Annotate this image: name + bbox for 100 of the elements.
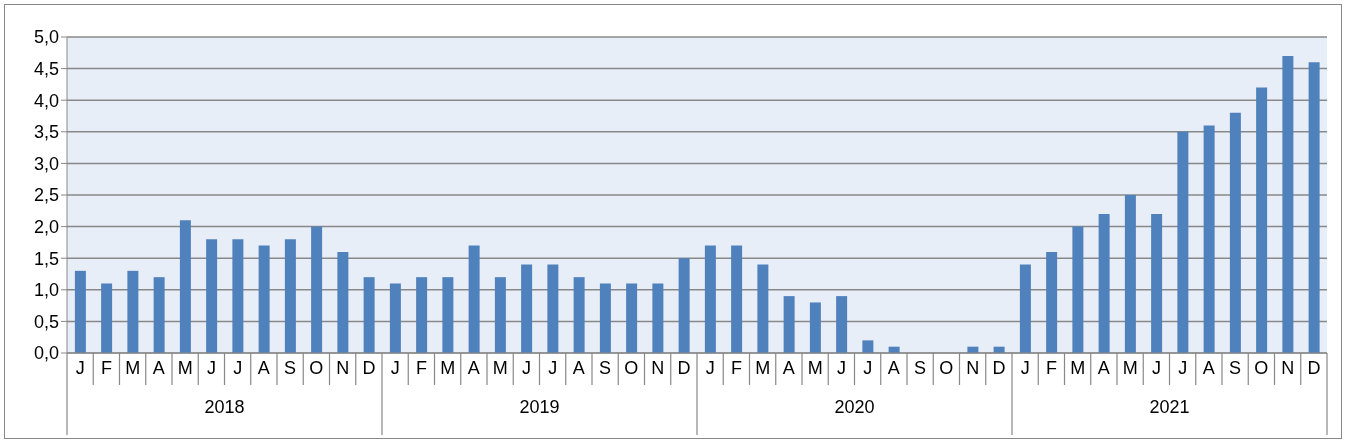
x-tick-label: F (1045, 357, 1057, 378)
x-tick-label: J (836, 357, 846, 378)
bar (389, 283, 401, 353)
y-tick-label: 2,5 (33, 185, 59, 206)
x-tick-label: D (1307, 357, 1321, 378)
x-tick-label: J (548, 357, 558, 378)
x-tick-label: D (677, 357, 691, 378)
x-tick-label: J (206, 357, 216, 378)
x-tick-label: M (1070, 357, 1086, 378)
x-tick-label: M (807, 357, 823, 378)
bar (836, 296, 848, 353)
bar (1177, 131, 1189, 353)
y-tick-label: 5,0 (33, 27, 59, 48)
bar (468, 245, 480, 353)
x-tick-label: M (492, 357, 508, 378)
x-tick-label: F (415, 357, 427, 378)
x-tick-label: A (467, 357, 480, 378)
bar (521, 264, 533, 353)
bar (284, 239, 296, 353)
text: 2019 (518, 397, 561, 418)
x-tick-label: N (966, 357, 980, 378)
bar (652, 283, 664, 353)
x-tick-label: J (1151, 357, 1161, 378)
bar (101, 283, 113, 353)
bar (547, 264, 559, 353)
x-tick-label: J (521, 357, 531, 378)
y-tick-label: 1,5 (33, 248, 59, 269)
x-tick-label: O (939, 357, 954, 378)
bar (1019, 264, 1031, 353)
bar (1256, 87, 1268, 353)
bar (311, 226, 323, 353)
bar (704, 245, 716, 353)
x-tick-label: D (992, 357, 1006, 378)
x-tick-label: J (1020, 357, 1030, 378)
bar (1072, 226, 1084, 353)
bar (153, 277, 165, 353)
text: 2018 (203, 397, 246, 418)
x-tick-label: A (887, 357, 900, 378)
bar (678, 258, 690, 353)
x-tick-label: O (1254, 357, 1269, 378)
y-tick-label: 3,5 (33, 122, 59, 143)
bar (494, 277, 506, 353)
x-tick-label: S (284, 357, 297, 378)
x-tick-label: F (730, 357, 742, 378)
bar (1203, 125, 1215, 353)
bar (442, 277, 454, 353)
x-tick-label: S (1229, 357, 1242, 378)
x-tick-label: S (599, 357, 612, 378)
x-tick-label: O (624, 357, 639, 378)
y-tick-label: 3,0 (33, 153, 59, 174)
bar (862, 340, 874, 353)
x-tick-label: A (152, 357, 165, 378)
x-tick-label: A (1097, 357, 1110, 378)
x-tick-label: N (651, 357, 665, 378)
bar (363, 277, 375, 353)
x-tick-label: S (914, 357, 927, 378)
y-tick-label: 2,0 (33, 216, 59, 237)
bar (1282, 55, 1294, 353)
x-tick-label: J (75, 357, 85, 378)
x-tick-label: D (362, 357, 376, 378)
x-tick-label: J (390, 357, 400, 378)
bar (626, 283, 638, 353)
x-tick-label: A (572, 357, 585, 378)
bar (731, 245, 743, 353)
x-tick-label: J (705, 357, 715, 378)
bar (573, 277, 585, 353)
bar (127, 270, 139, 353)
bar (337, 251, 349, 353)
x-tick-label: J (1178, 357, 1188, 378)
bar (809, 302, 821, 353)
bar (179, 220, 191, 353)
bar (1098, 213, 1110, 353)
y-tick-label: 0,5 (33, 311, 59, 332)
bar (232, 239, 244, 353)
x-tick-label: F (100, 357, 112, 378)
bar (783, 296, 795, 353)
x-tick-label: J (233, 357, 243, 378)
bar (599, 283, 611, 353)
x-tick-label: J (863, 357, 873, 378)
text: 2021 (1148, 397, 1191, 418)
bar (757, 264, 769, 353)
bar (1229, 112, 1241, 353)
x-tick-label: M (177, 357, 193, 378)
bar (416, 277, 428, 353)
x-tick-label: M (440, 357, 456, 378)
y-tick-label: 1,0 (33, 280, 59, 301)
x-tick-label: M (755, 357, 771, 378)
y-tick-label: 4,5 (33, 58, 59, 79)
x-tick-label: M (1122, 357, 1138, 378)
text: 2020 (833, 397, 876, 418)
bar (1124, 195, 1136, 353)
x-tick-label: N (336, 357, 350, 378)
bar (206, 239, 218, 353)
bar (74, 270, 86, 353)
y-tick-label: 4,0 (33, 90, 59, 111)
x-tick-label: A (1202, 357, 1215, 378)
bar (1308, 62, 1320, 353)
y-tick-label: 0,0 (33, 343, 59, 364)
bar (1046, 251, 1058, 353)
x-tick-label: N (1281, 357, 1295, 378)
